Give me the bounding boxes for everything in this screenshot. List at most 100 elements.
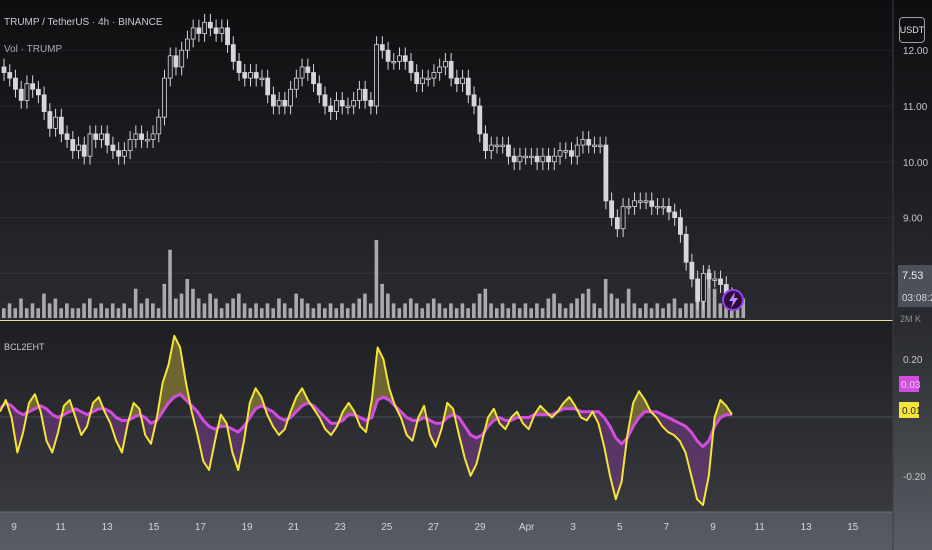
candle-down bbox=[506, 144, 511, 157]
candle-down bbox=[305, 66, 311, 73]
candle-down bbox=[603, 144, 609, 202]
candle-up bbox=[557, 150, 563, 157]
symbol-title[interactable]: TRUMP / TetherUS · 4h · BINANCE bbox=[4, 17, 163, 28]
oscillator-fill-segment bbox=[52, 414, 59, 453]
price-tick-label: 12.00 bbox=[903, 46, 928, 57]
candle-down bbox=[196, 27, 202, 34]
time-axis-label: 25 bbox=[381, 522, 393, 533]
oscillator-fill-segment bbox=[668, 417, 674, 435]
last-price-badge bbox=[898, 265, 932, 307]
candle-down bbox=[448, 60, 454, 79]
candle-up bbox=[259, 77, 265, 81]
volume-bar bbox=[460, 303, 465, 318]
candle-up bbox=[185, 38, 190, 51]
volume-bar bbox=[208, 293, 212, 318]
candle-up bbox=[494, 144, 500, 147]
volume-bar bbox=[76, 308, 81, 318]
oscillator-fill-segment bbox=[162, 365, 169, 412]
volume-legend[interactable]: Vol · TRUMP bbox=[4, 44, 63, 55]
oscillator-fill-segment bbox=[453, 408, 459, 435]
candle-up bbox=[374, 44, 379, 107]
volume-bar bbox=[323, 308, 327, 318]
volume-bar bbox=[237, 293, 241, 318]
oscillator-fill-segment bbox=[278, 417, 285, 435]
volume-bar bbox=[575, 298, 579, 318]
candle-up bbox=[643, 200, 649, 203]
candle-down bbox=[322, 94, 328, 107]
candle-down bbox=[110, 144, 116, 152]
candle-down bbox=[546, 155, 551, 163]
volume-bar bbox=[282, 303, 287, 318]
volume-bar bbox=[151, 303, 155, 318]
volume-bar bbox=[512, 303, 516, 318]
candle-down bbox=[47, 111, 53, 129]
oscillator-fill-segment bbox=[679, 423, 686, 453]
volume-bar bbox=[259, 308, 264, 318]
volume-bar bbox=[82, 303, 86, 318]
candle-up bbox=[592, 144, 597, 147]
indicator-title[interactable]: BCL2EHT bbox=[4, 342, 45, 352]
candle-down bbox=[368, 100, 374, 107]
volume-bar bbox=[30, 303, 35, 318]
currency-button[interactable]: USDT bbox=[899, 17, 925, 43]
candle-down bbox=[139, 133, 144, 140]
volume-bar bbox=[99, 303, 104, 318]
volume-bar bbox=[214, 298, 218, 318]
volume-bar bbox=[351, 303, 356, 318]
oscillator-fill bbox=[0, 335, 732, 505]
candle-up bbox=[431, 72, 437, 79]
time-axis-label: 29 bbox=[474, 522, 486, 533]
volume-bar bbox=[70, 308, 75, 318]
candle-down bbox=[64, 133, 70, 140]
volume-bar bbox=[162, 283, 167, 318]
time-axis-label: 27 bbox=[428, 522, 440, 533]
volume-bar bbox=[586, 288, 591, 318]
volume-bar bbox=[345, 308, 350, 318]
candle-down bbox=[511, 155, 517, 163]
candle-down bbox=[35, 88, 41, 96]
time-axis-label: 9 bbox=[11, 522, 17, 533]
volume-bar bbox=[265, 303, 270, 318]
oscillator-fill-segment bbox=[232, 429, 239, 470]
indicator-axis-ticks: 0.20 -0.20 bbox=[903, 355, 926, 483]
volume-bar bbox=[128, 308, 132, 318]
volume-bar bbox=[592, 303, 597, 318]
candle-up bbox=[488, 144, 494, 152]
candle-up bbox=[626, 206, 632, 209]
candle-down bbox=[242, 72, 248, 79]
candle-up bbox=[150, 133, 156, 140]
slow-line[interactable] bbox=[0, 392, 732, 449]
volume-bar bbox=[2, 308, 6, 318]
volume-bar bbox=[483, 288, 488, 318]
candle-down bbox=[1, 66, 7, 73]
fast-line[interactable] bbox=[0, 334, 733, 506]
candle-down bbox=[316, 83, 322, 96]
candle-down bbox=[718, 278, 723, 285]
candle-down bbox=[41, 94, 47, 112]
candle-up bbox=[442, 60, 448, 68]
volume-bar bbox=[408, 298, 413, 318]
volume-bar bbox=[116, 308, 121, 318]
volume-bar bbox=[466, 308, 470, 318]
candle-down bbox=[116, 150, 122, 157]
candle-down bbox=[311, 72, 316, 85]
volume-bar bbox=[24, 308, 29, 318]
volume-bar bbox=[666, 303, 671, 318]
candle-down bbox=[678, 217, 683, 235]
volume-bar bbox=[47, 303, 52, 318]
volume-bar bbox=[678, 308, 683, 318]
candle-down bbox=[649, 200, 655, 207]
candle-down bbox=[265, 77, 271, 96]
candle-up bbox=[121, 150, 127, 157]
candle-up bbox=[299, 66, 305, 79]
candle-down bbox=[271, 94, 276, 107]
oscillator-fill-segment bbox=[168, 335, 175, 403]
volume-bar bbox=[173, 298, 178, 318]
volume-bar bbox=[328, 303, 333, 318]
candle-up bbox=[293, 77, 299, 90]
volume-bar bbox=[529, 308, 533, 318]
volume-bar bbox=[661, 308, 665, 318]
candle-up bbox=[179, 49, 185, 68]
volume-bar bbox=[225, 303, 230, 318]
